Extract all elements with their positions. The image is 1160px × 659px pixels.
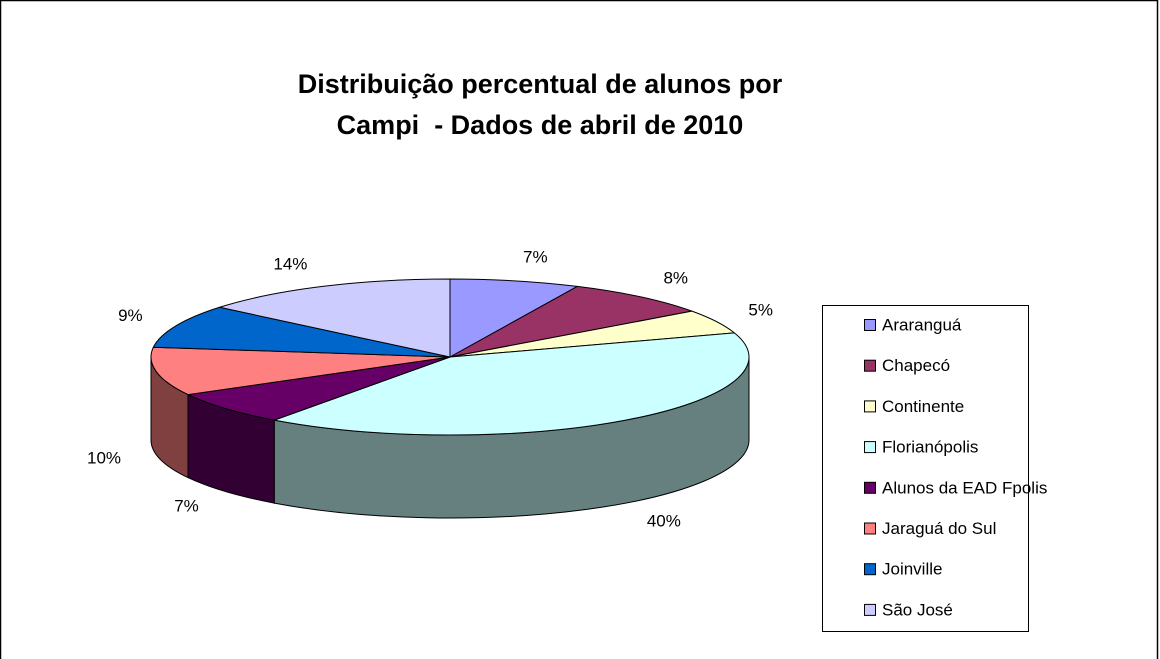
slice bbox=[219, 278, 451, 358]
chart-title: Campi - Dados de abril de 2010 bbox=[337, 110, 744, 140]
legend-swatch bbox=[864, 441, 876, 454]
data-label: 40% bbox=[647, 512, 681, 531]
data-label: 10% bbox=[87, 448, 121, 467]
legend-label: Joinville bbox=[882, 560, 942, 579]
legend-label: Alunos da EAD Fpolis bbox=[882, 478, 1047, 497]
legend-swatch bbox=[864, 359, 876, 372]
legend-swatch bbox=[864, 400, 876, 413]
data-label: 7% bbox=[523, 248, 548, 267]
legend-swatch bbox=[864, 563, 876, 576]
data-label: 7% bbox=[174, 497, 199, 516]
legend-swatch bbox=[864, 319, 876, 331]
data-label: 8% bbox=[663, 268, 688, 287]
slice bbox=[273, 332, 750, 436]
legend-swatch bbox=[864, 522, 876, 535]
slice bbox=[152, 306, 451, 358]
legend-label: Jaraguá do Sul bbox=[882, 519, 996, 538]
slice bbox=[187, 356, 451, 421]
slice bbox=[150, 346, 451, 396]
legend-swatch bbox=[864, 481, 876, 494]
legend-label: Araranguá bbox=[882, 315, 962, 334]
legend-label: Florianópolis bbox=[882, 438, 978, 457]
legend-label: Chapecó bbox=[882, 356, 950, 375]
slice bbox=[449, 278, 578, 358]
slice bbox=[449, 285, 693, 358]
legend-label: São José bbox=[882, 600, 953, 619]
chart-title: Distribuição percentual de alunos por bbox=[298, 69, 783, 99]
legend-swatch bbox=[864, 603, 876, 616]
data-label: 9% bbox=[118, 306, 143, 325]
data-label: 14% bbox=[273, 255, 307, 274]
legend-box bbox=[822, 305, 1029, 632]
data-label: 5% bbox=[748, 300, 773, 319]
legend-label: Continente bbox=[882, 397, 964, 416]
